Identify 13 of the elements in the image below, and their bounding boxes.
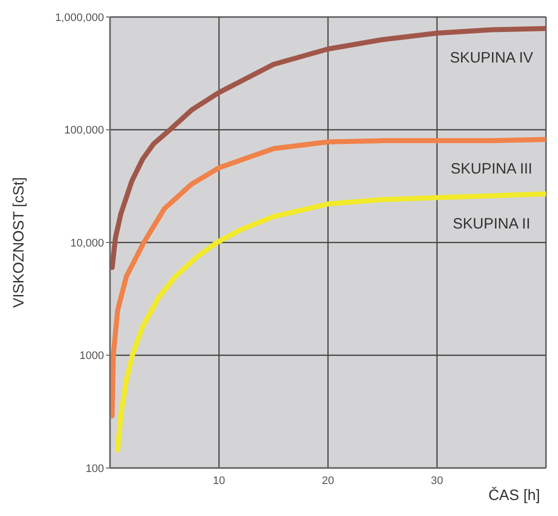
- y-tick-label: 10,000: [70, 237, 104, 250]
- x-axis-title: ČAS [h]: [488, 486, 540, 504]
- x-tick-label: 20: [322, 474, 334, 487]
- y-tick-label: 1,000,000: [55, 12, 104, 24]
- y-tick-label: 100,000: [64, 124, 104, 137]
- x-tick-label: 30: [430, 474, 444, 487]
- series-label: SKUPINA IV: [450, 49, 534, 66]
- x-tick-label: 10: [212, 474, 226, 487]
- series-label: SKUPINA III: [450, 160, 532, 178]
- y-axis-title: VISKOZNOST [cSt]: [10, 177, 28, 308]
- series-label: SKUPINA II: [452, 215, 530, 232]
- y-tick-label: 1000: [80, 350, 104, 362]
- y-tick-label: 100: [86, 462, 104, 475]
